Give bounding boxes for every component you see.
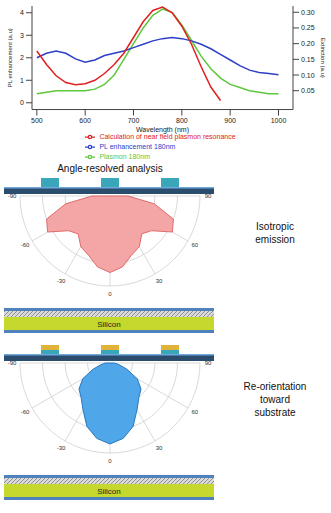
svg-text:3: 3 <box>20 32 24 39</box>
svg-text:-90: -90 <box>8 193 17 199</box>
html-text:Angle-resolved analysis: Angle-resolved analysis <box>57 163 163 174</box>
svg-text:0.15: 0.15 <box>301 56 315 63</box>
svg-text:0.10: 0.10 <box>301 72 315 79</box>
svg-text:0.20: 0.20 <box>301 40 315 47</box>
svg-text:0: 0 <box>108 458 112 464</box>
svg-text:500: 500 <box>31 117 43 124</box>
svg-text:800: 800 <box>176 117 188 124</box>
svg-text:30: 30 <box>156 445 163 451</box>
svg-text:4: 4 <box>20 9 24 16</box>
svg-text:Extinction (a.u): Extinction (a.u) <box>320 38 326 78</box>
svg-text:Silicon: Silicon <box>97 320 121 329</box>
svg-text:emission: emission <box>255 234 294 245</box>
svg-text:1000: 1000 <box>271 117 287 124</box>
svg-text:Silicon: Silicon <box>97 487 121 496</box>
svg-text:600: 600 <box>79 117 91 124</box>
svg-text:1: 1 <box>20 77 24 84</box>
html-text:Plasmon 180nm: Plasmon 180nm <box>99 152 150 160</box>
svg-text:700: 700 <box>128 117 140 124</box>
html-text:PL enhancement 180nm: PL enhancement 180nm <box>99 142 176 150</box>
svg-text:substrate: substrate <box>254 407 296 418</box>
svg-text:30: 30 <box>156 278 163 284</box>
svg-text:60: 60 <box>192 409 199 415</box>
svg-text:2: 2 <box>20 54 24 61</box>
svg-text:PL enhancement (a.u): PL enhancement (a.u) <box>7 28 13 87</box>
svg-text:-60: -60 <box>21 242 30 248</box>
svg-text:-30: -30 <box>57 445 66 451</box>
svg-text:Isotropic: Isotropic <box>256 221 294 232</box>
svg-text:0: 0 <box>20 99 24 106</box>
svg-text:900: 900 <box>224 117 236 124</box>
svg-text:60: 60 <box>192 242 199 248</box>
svg-text:-30: -30 <box>57 278 66 284</box>
svg-text:toward: toward <box>260 394 290 405</box>
svg-text:-60: -60 <box>21 409 30 415</box>
svg-text:-90: -90 <box>8 360 17 366</box>
svg-text:Re-orientation: Re-orientation <box>244 381 307 392</box>
svg-text:0: 0 <box>108 291 112 297</box>
svg-text:90: 90 <box>205 193 212 199</box>
svg-text:Wavelength (nm): Wavelength (nm) <box>136 126 189 134</box>
svg-text:0.05: 0.05 <box>301 87 315 94</box>
html-text:Calculation of near field plas: Calculation of near field plasmon resona… <box>99 132 236 140</box>
svg-text:0.30: 0.30 <box>301 9 315 16</box>
svg-text:0.25: 0.25 <box>301 24 315 31</box>
svg-text:90: 90 <box>205 360 212 366</box>
